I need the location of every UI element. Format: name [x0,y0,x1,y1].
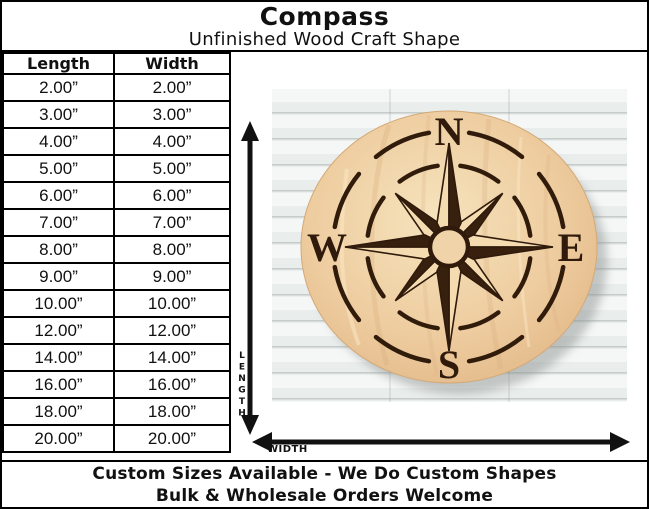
length-arrow [241,121,259,435]
product-photo: N E S W [272,89,627,402]
length-cell: 18.00” [2,397,115,426]
title-band: Compass Unfinished Wood Craft Shape [2,2,647,52]
width-arrow [252,432,630,452]
table-row: 3.00” 3.00” [2,100,231,129]
table-row: 14.00” 14.00” [2,343,231,372]
table-row: 2.00” 2.00” [2,73,231,102]
length-cell: 6.00” [2,181,115,210]
width-column-header: Width [113,52,231,75]
length-cell: 3.00” [2,100,115,129]
compass-wood-shape-graphic: N E S W [300,109,607,394]
length-cell: 5.00” [2,154,115,183]
length-cell: 9.00” [2,262,115,291]
length-cell: 7.00” [2,208,115,237]
footer-band: Custom Sizes Available - We Do Custom Sh… [2,460,647,507]
width-cell: 6.00” [113,181,231,210]
compass-letter-west: W [307,225,347,270]
width-cell: 8.00” [113,235,231,264]
table-row: 16.00” 16.00” [2,370,231,399]
width-cell: 4.00” [113,127,231,156]
compass-letter-east: E [558,225,585,270]
length-cell: 16.00” [2,370,115,399]
width-label: WIDTH [267,444,308,455]
length-cell: 20.00” [2,424,115,453]
table-row: 18.00” 18.00” [2,397,231,426]
length-cell: 8.00” [2,235,115,264]
length-cell: 4.00” [2,127,115,156]
table-row: 10.00” 10.00” [2,289,231,318]
length-column-header: Length [2,52,115,75]
size-table-header-row: Length Width [2,52,231,75]
compass-dashed-rings [332,130,566,364]
size-table: Length Width 2.00” 2.00” 3.00” 3.00” 4.00”… [2,52,231,453]
page-title: Compass [259,2,390,31]
length-cell: 10.00” [2,289,115,318]
width-cell: 14.00” [113,343,231,372]
table-row: 4.00” 4.00” [2,127,231,156]
width-cell: 5.00” [113,154,231,183]
width-cell: 10.00” [113,289,231,318]
table-row: 8.00” 8.00” [2,235,231,264]
table-row: 7.00” 7.00” [2,208,231,237]
width-cell: 12.00” [113,316,231,345]
table-row: 20.00” 20.00” [2,424,231,453]
compass-center-ring [427,225,471,269]
width-cell: 16.00” [113,370,231,399]
compass-letter-north: N [435,109,464,154]
width-cell: 20.00” [113,424,231,453]
table-row: 6.00” 6.00” [2,181,231,210]
table-row: 5.00” 5.00” [2,154,231,183]
width-cell: 3.00” [113,100,231,129]
length-cell: 2.00” [2,73,115,102]
table-row: 12.00” 12.00” [2,316,231,345]
compass-letters: N E S W [307,109,584,387]
length-cell: 14.00” [2,343,115,372]
width-cell: 7.00” [113,208,231,237]
wholesale-text: Bulk & Wholesale Orders Welcome [155,486,494,506]
compass-letter-south: S [438,342,460,387]
width-cell: 9.00” [113,262,231,291]
page-subtitle: Unfinished Wood Craft Shape [188,29,461,50]
length-label: LENGTH [237,351,247,420]
width-cell: 2.00” [113,73,231,102]
custom-sizes-text: Custom Sizes Available - We Do Custom Sh… [92,464,557,484]
length-cell: 12.00” [2,316,115,345]
width-cell: 18.00” [113,397,231,426]
table-row: 9.00” 9.00” [2,262,231,291]
